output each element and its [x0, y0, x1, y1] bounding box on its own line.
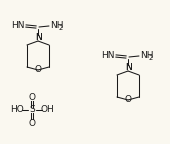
Text: 2: 2 [149, 54, 153, 60]
Text: 2: 2 [58, 24, 63, 31]
Text: OH: OH [40, 106, 54, 114]
Text: NH: NH [140, 52, 154, 60]
Text: N: N [125, 64, 131, 72]
Text: HN: HN [12, 21, 25, 31]
Text: O: O [29, 119, 36, 127]
Text: O: O [29, 92, 36, 102]
Text: N: N [35, 34, 41, 42]
Text: N: N [125, 64, 131, 72]
Text: S: S [29, 106, 35, 114]
Text: HN: HN [101, 52, 115, 60]
Text: N: N [35, 34, 41, 42]
Text: HO: HO [10, 106, 24, 114]
Text: O: O [124, 95, 132, 105]
Text: NH: NH [50, 21, 64, 31]
Text: O: O [35, 66, 41, 74]
